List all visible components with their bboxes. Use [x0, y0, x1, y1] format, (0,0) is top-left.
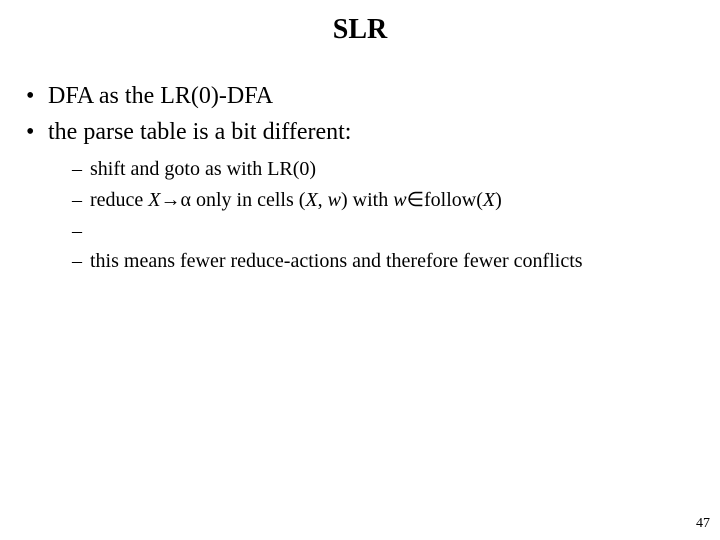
- bullet-list-level2: shift and goto as with LR(0) reduce X→α …: [48, 155, 700, 276]
- bullet-item: the parse table is a bit different: shif…: [20, 116, 700, 275]
- subbullet-text: reduce X→α only in cells (X, w) with w∈f…: [90, 189, 502, 211]
- slide: SLR DFA as the LR(0)-DFA the parse table…: [0, 0, 720, 540]
- subbullet-item: reduce X→α only in cells (X, w) with w∈f…: [48, 186, 700, 215]
- slide-title: SLR: [0, 14, 720, 46]
- bullet-text: the parse table is a bit different:: [48, 119, 351, 145]
- slide-body: DFA as the LR(0)-DFA the parse table is …: [20, 80, 700, 280]
- subbullet-item: this means fewer reduce-actions and ther…: [48, 247, 700, 276]
- bullet-text: DFA as the LR(0)-DFA: [48, 83, 273, 109]
- page-number: 47: [696, 516, 710, 532]
- subbullet-text: this means fewer reduce-actions and ther…: [90, 250, 583, 272]
- subbullet-text: shift and goto as with LR(0): [90, 158, 316, 180]
- spacer: [48, 217, 700, 245]
- subbullet-item: shift and goto as with LR(0): [48, 155, 700, 184]
- bullet-item: DFA as the LR(0)-DFA: [20, 80, 700, 112]
- bullet-list-level1: DFA as the LR(0)-DFA the parse table is …: [20, 80, 700, 276]
